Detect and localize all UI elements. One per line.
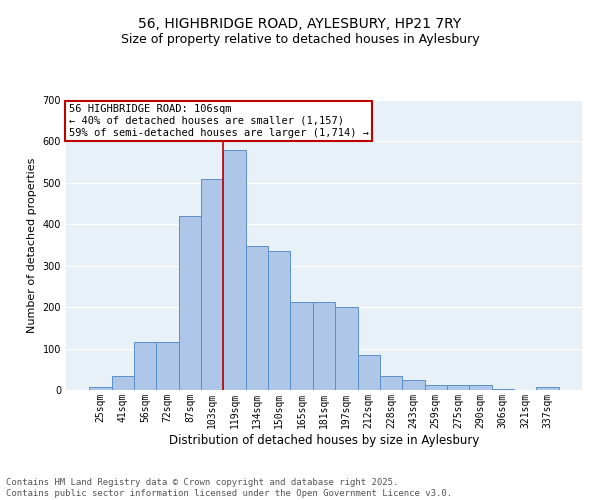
- Bar: [290, 302, 313, 390]
- Bar: [402, 380, 425, 390]
- Bar: [491, 389, 514, 390]
- Text: Size of property relative to detached houses in Aylesbury: Size of property relative to detached ho…: [121, 32, 479, 46]
- Bar: [134, 342, 157, 390]
- Bar: [201, 178, 223, 390]
- Text: 56, HIGHBRIDGE ROAD, AYLESBURY, HP21 7RY: 56, HIGHBRIDGE ROAD, AYLESBURY, HP21 7RY: [139, 18, 461, 32]
- Bar: [380, 376, 402, 390]
- Bar: [268, 251, 290, 390]
- Bar: [112, 376, 134, 390]
- Bar: [223, 150, 246, 390]
- Bar: [335, 307, 358, 390]
- Bar: [358, 355, 380, 390]
- Bar: [313, 302, 335, 390]
- Bar: [179, 216, 201, 390]
- Bar: [89, 386, 112, 390]
- Bar: [246, 246, 268, 390]
- Bar: [157, 342, 179, 390]
- Text: 56 HIGHBRIDGE ROAD: 106sqm
← 40% of detached houses are smaller (1,157)
59% of s: 56 HIGHBRIDGE ROAD: 106sqm ← 40% of deta…: [68, 104, 368, 138]
- Y-axis label: Number of detached properties: Number of detached properties: [27, 158, 37, 332]
- Bar: [536, 386, 559, 390]
- Bar: [447, 384, 469, 390]
- Bar: [469, 384, 491, 390]
- X-axis label: Distribution of detached houses by size in Aylesbury: Distribution of detached houses by size …: [169, 434, 479, 446]
- Bar: [425, 384, 447, 390]
- Text: Contains HM Land Registry data © Crown copyright and database right 2025.
Contai: Contains HM Land Registry data © Crown c…: [6, 478, 452, 498]
